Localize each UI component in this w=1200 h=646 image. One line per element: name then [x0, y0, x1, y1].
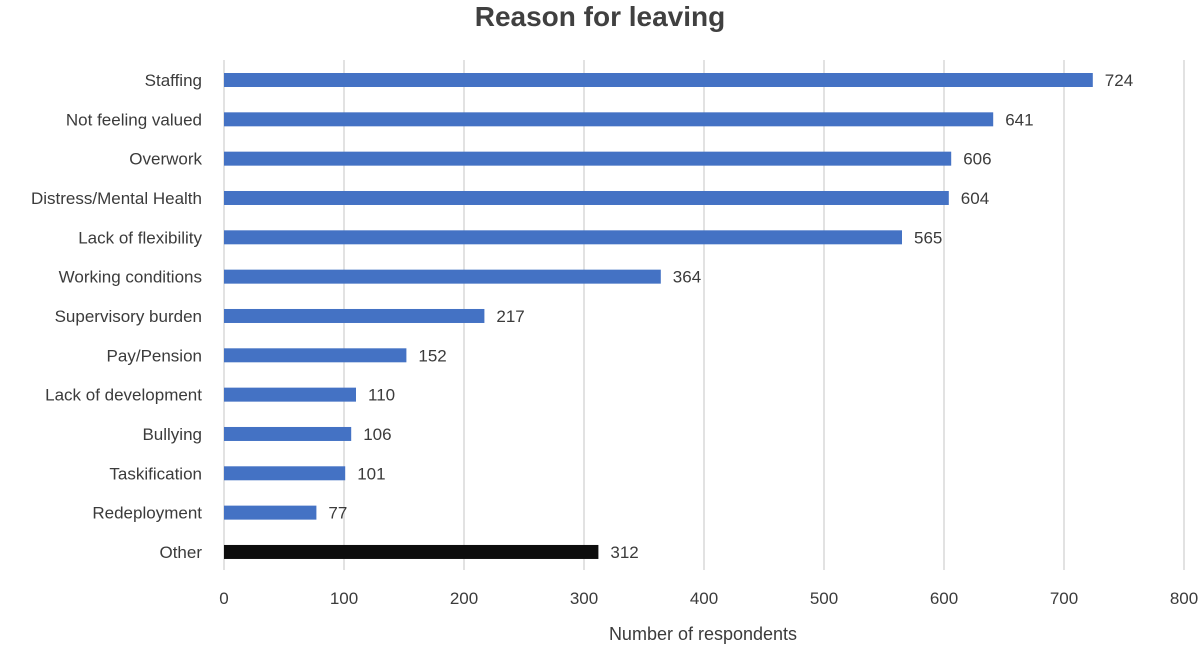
x-tick-label: 200 [450, 589, 478, 608]
category-label: Not feeling valued [66, 110, 202, 129]
data-label: 217 [496, 307, 524, 326]
data-label: 110 [368, 386, 395, 405]
bar [224, 151, 952, 166]
category-label: Distress/Mental Health [31, 189, 202, 208]
category-label: Working conditions [59, 268, 202, 287]
data-label: 604 [961, 189, 989, 208]
x-axis-title: Number of respondents [609, 624, 797, 644]
bar [224, 505, 317, 520]
category-label: Pay/Pension [107, 346, 202, 365]
bar [224, 466, 346, 481]
data-label: 106 [363, 425, 391, 444]
category-label: Other [159, 543, 202, 562]
data-label: 364 [673, 268, 701, 287]
category-label: Overwork [129, 150, 202, 169]
bar [224, 426, 352, 441]
x-tick-label: 800 [1170, 589, 1198, 608]
chart-title: Reason for leaving [474, 1, 726, 32]
data-label: 606 [963, 150, 991, 169]
category-label: Redeployment [92, 504, 202, 523]
bar [224, 112, 994, 127]
x-tick-label: 600 [930, 589, 958, 608]
data-label: 152 [418, 346, 446, 365]
bar [224, 387, 356, 402]
x-tick-label: 100 [330, 589, 358, 608]
category-label: Taskification [109, 464, 202, 483]
category-label: Staffing [145, 71, 202, 90]
bar [224, 308, 485, 323]
bar [224, 190, 949, 205]
category-label: Lack of flexibility [78, 228, 202, 247]
category-label: Lack of development [45, 386, 202, 405]
x-tick-label: 0 [219, 589, 228, 608]
data-label: 77 [328, 504, 347, 523]
data-label: 101 [357, 464, 385, 483]
bar [224, 544, 599, 559]
x-tick-label: 700 [1050, 589, 1078, 608]
x-tick-label: 500 [810, 589, 838, 608]
category-label: Bullying [142, 425, 202, 444]
data-label: 641 [1005, 110, 1033, 129]
data-label: 724 [1105, 71, 1133, 90]
bar [224, 269, 661, 284]
category-label: Supervisory burden [55, 307, 202, 326]
x-tick-label: 300 [570, 589, 598, 608]
data-label: 565 [914, 228, 942, 247]
bar [224, 73, 1093, 87]
data-label: 312 [610, 543, 638, 562]
bar [224, 230, 902, 245]
bar [224, 348, 407, 363]
x-tick-label: 400 [690, 589, 718, 608]
